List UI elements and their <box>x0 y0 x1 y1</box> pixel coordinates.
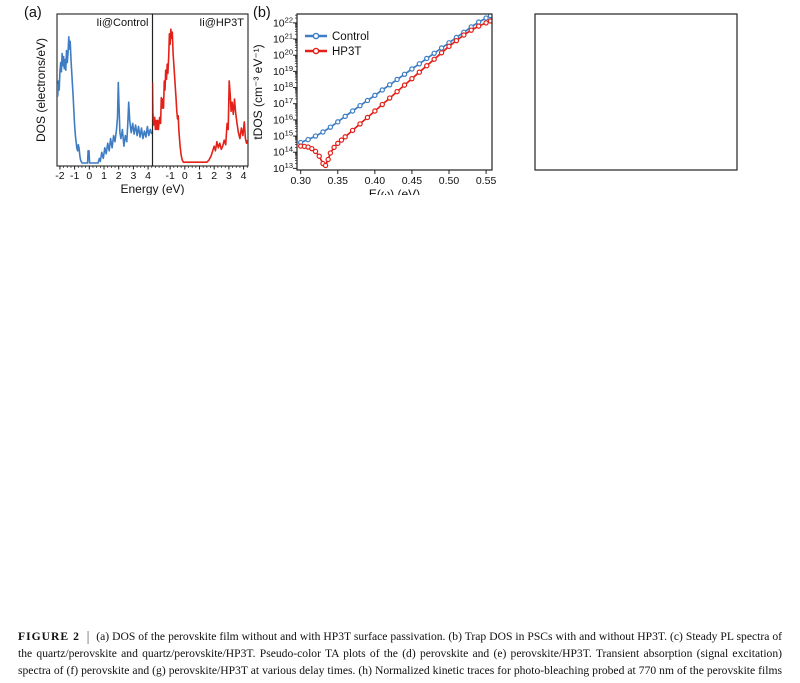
plot-frame <box>296 13 493 171</box>
panel-letter: (b) <box>253 5 271 21</box>
caption-separator: | <box>86 627 90 645</box>
svg-text:-1: -1 <box>165 170 174 182</box>
svg-text:1022: 1022 <box>273 15 293 29</box>
svg-text:0.30: 0.30 <box>290 175 311 187</box>
figure-caption: FIGURE 2 | (a) DOS of the perovskite film … <box>18 628 782 683</box>
svg-text:-2: -2 <box>55 170 64 182</box>
svg-text:0.50: 0.50 <box>439 175 460 187</box>
svg-text:1017: 1017 <box>273 96 293 110</box>
svg-text:1020: 1020 <box>273 48 293 62</box>
svg-text:(b): (b) <box>253 5 271 21</box>
svg-text:1021: 1021 <box>273 32 293 46</box>
svg-text:tDOS (cm⁻³ eV⁻¹): tDOS (cm⁻³ eV⁻¹) <box>251 44 265 139</box>
svg-text:1013: 1013 <box>273 161 293 175</box>
svg-text:Control: Control <box>332 31 369 43</box>
caption-text: (a) DOS of the perovskite film without a… <box>18 629 782 683</box>
svg-text:Ii@Control: Ii@Control <box>96 17 148 29</box>
series-line <box>300 20 491 167</box>
svg-text:1014: 1014 <box>273 145 293 159</box>
svg-text:HP3T: HP3T <box>332 46 361 58</box>
dos-subpanels: Ii@Control-2 -1 0 1 2 3 4Ii@HP3T-1 0 1 2 3 4 <box>55 13 249 182</box>
svg-text:3: 3 <box>130 170 136 182</box>
svg-text:-1: -1 <box>70 170 79 182</box>
svg-text:1015: 1015 <box>273 129 293 143</box>
panel-i-schematic <box>0 0 300 150</box>
svg-text:2: 2 <box>116 170 122 182</box>
x-axis: 0.30 0.35 0.40 0.45 0.50 0.55 E(ω) (eV) <box>290 170 496 195</box>
panel-c-pl-chart <box>534 13 738 171</box>
svg-text:1: 1 <box>101 170 107 182</box>
svg-text:E(ω) (eV): E(ω) (eV) <box>369 187 420 195</box>
panel-b-tdos-chart: 0.30 0.35 0.40 0.45 0.50 0.55E(ω) (eV)1013101… <box>251 5 496 195</box>
y-axis-label: DOS (electrons/eV) <box>34 38 48 142</box>
svg-text:Ii@HP3T: Ii@HP3T <box>199 17 244 29</box>
svg-text:0.55: 0.55 <box>476 175 497 187</box>
svg-text:1019: 1019 <box>273 64 293 78</box>
panel-letter: (a) <box>24 5 42 21</box>
series-line <box>152 28 248 163</box>
series <box>298 14 492 169</box>
svg-text:0.40: 0.40 <box>365 175 386 187</box>
panel-a-dos-chart: Ii@Control-2 -1 0 1 2 3 4Ii@HP3T-1 0 1 2 3 4Energy … <box>24 5 249 195</box>
svg-text:(a): (a) <box>24 5 42 21</box>
svg-text:2: 2 <box>211 170 217 182</box>
svg-text:0: 0 <box>86 170 92 182</box>
series-line <box>57 36 153 164</box>
svg-text:0.45: 0.45 <box>402 175 423 187</box>
svg-text:1018: 1018 <box>273 80 293 94</box>
svg-text:4: 4 <box>241 170 247 182</box>
svg-text:0.35: 0.35 <box>328 175 349 187</box>
svg-text:1016: 1016 <box>273 112 293 126</box>
svg-text:4: 4 <box>145 170 151 182</box>
svg-text:3: 3 <box>226 170 232 182</box>
svg-text:1: 1 <box>197 170 203 182</box>
legend: Control HP3T <box>305 31 369 58</box>
plot-frame <box>534 13 738 171</box>
x-axis-label: Energy (eV) <box>120 182 184 195</box>
caption-label: FIGURE 2 <box>18 629 80 643</box>
y-axis: 1013 1014 1015 1016 1017 1018 1019 1020 1021 1022… <box>251 14 297 175</box>
svg-text:0: 0 <box>182 170 188 182</box>
